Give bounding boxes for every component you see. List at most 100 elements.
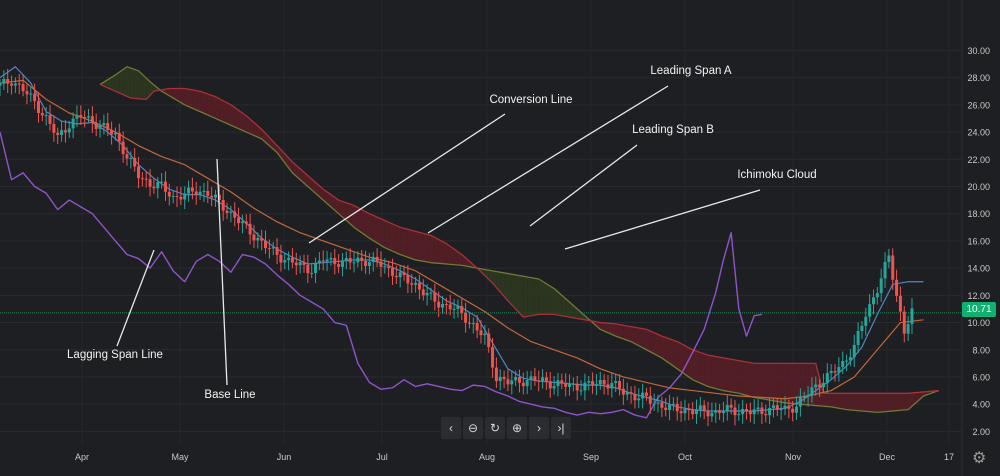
cloud-segment [250,119,254,136]
candle-body [648,395,652,404]
scroll-right-icon[interactable]: › [529,417,549,439]
cloud-segment [323,189,328,204]
cloud-segment [865,393,870,412]
cloud-segment [238,110,243,131]
candle-body [371,256,375,262]
candle-body [133,157,137,167]
candle-body [56,132,60,135]
scroll-left-icon[interactable]: ‹ [441,417,461,439]
cloud-segment [215,96,220,121]
candle-body [148,179,152,187]
cloud-segment [781,363,785,403]
cloud-segment [357,207,362,233]
x-tick-label: Jun [277,452,292,462]
cloud-segment [538,279,543,315]
candle-body [544,377,548,382]
candle-body [379,261,383,267]
cloud-segment [515,274,520,314]
candle-body [252,234,256,241]
candle-body [129,157,133,159]
candle-body [60,130,64,135]
candle-body [483,333,487,336]
candle-body [898,295,902,312]
candle-body [814,384,818,388]
candle-body [641,392,645,399]
cloud-segment [831,393,836,408]
cloud-segment [677,341,682,372]
cloud-segment [388,222,393,252]
candle-body [163,181,167,192]
candle-body [175,195,179,197]
candle-body [279,254,283,263]
candle-body [452,308,456,310]
cloud-segment [504,272,508,301]
cloud-segment [427,234,431,263]
zoom-out-icon[interactable]: ⊖ [463,417,483,439]
cloud-segment [534,278,539,316]
y-tick-label: 2.00 [972,427,990,437]
cloud-segment [242,113,247,133]
cloud-segment [754,363,759,399]
candle-body [456,306,460,309]
cloud-segment [438,239,443,264]
cloud-segment [684,345,689,377]
cloud-segment [315,182,320,197]
cloud-segment [619,324,624,339]
candle-body [679,411,683,414]
cloud-segment [607,323,612,335]
cloud-segment [411,230,416,260]
last-price-label: 10.71 [962,302,996,317]
cloud-segment [365,211,370,239]
cloud-segment [500,272,505,297]
cloud-segment [146,78,151,100]
cloud-segment [554,288,558,316]
candle-body [871,297,875,305]
candle-body [106,123,110,130]
x-tick-label: Apr [75,452,89,462]
cloud-segment [808,363,812,406]
candle-body [529,376,533,381]
cloud-segment [142,74,147,100]
cloud-segment [419,232,424,262]
scroll-to-end-icon[interactable]: ›| [551,417,571,439]
zoom-in-icon[interactable]: ⊕ [507,417,527,439]
reset-chart-icon[interactable]: ↻ [485,417,505,439]
candle-body [21,84,25,92]
cloud-segment [727,358,732,392]
candle-body [487,333,491,348]
candle-body [598,379,602,385]
cloud-segment [638,327,643,348]
cloud-segment [123,66,127,97]
candle-body [733,407,737,416]
candle-body [406,275,410,284]
candle-body [67,128,71,133]
candle-body [460,306,464,313]
cloud-segment [126,66,131,99]
candle-body [745,409,749,412]
candle-body [629,392,633,395]
y-tick-label: 20.00 [967,182,990,192]
settings-gear-icon[interactable]: ⚙ [972,450,987,467]
candle-body [637,398,641,401]
cloud-segment [769,363,774,401]
cloud-segment [777,363,782,403]
cloud-segment [119,69,124,95]
candle-body [36,101,40,114]
candle-body [683,408,687,414]
candle-body [275,247,279,255]
candle-body [110,129,114,135]
candle-body [868,304,872,317]
cloud-segment [173,88,178,101]
candle-body [633,394,637,401]
candle-body [44,115,48,117]
candle-body [210,195,214,198]
candle-body [675,403,679,412]
cloud-segment [723,357,728,392]
cloud-segment [877,393,882,413]
candle-body [13,83,17,86]
cloud-segment [188,89,193,109]
candle-body [668,404,672,411]
annotation-arrow [216,158,228,386]
